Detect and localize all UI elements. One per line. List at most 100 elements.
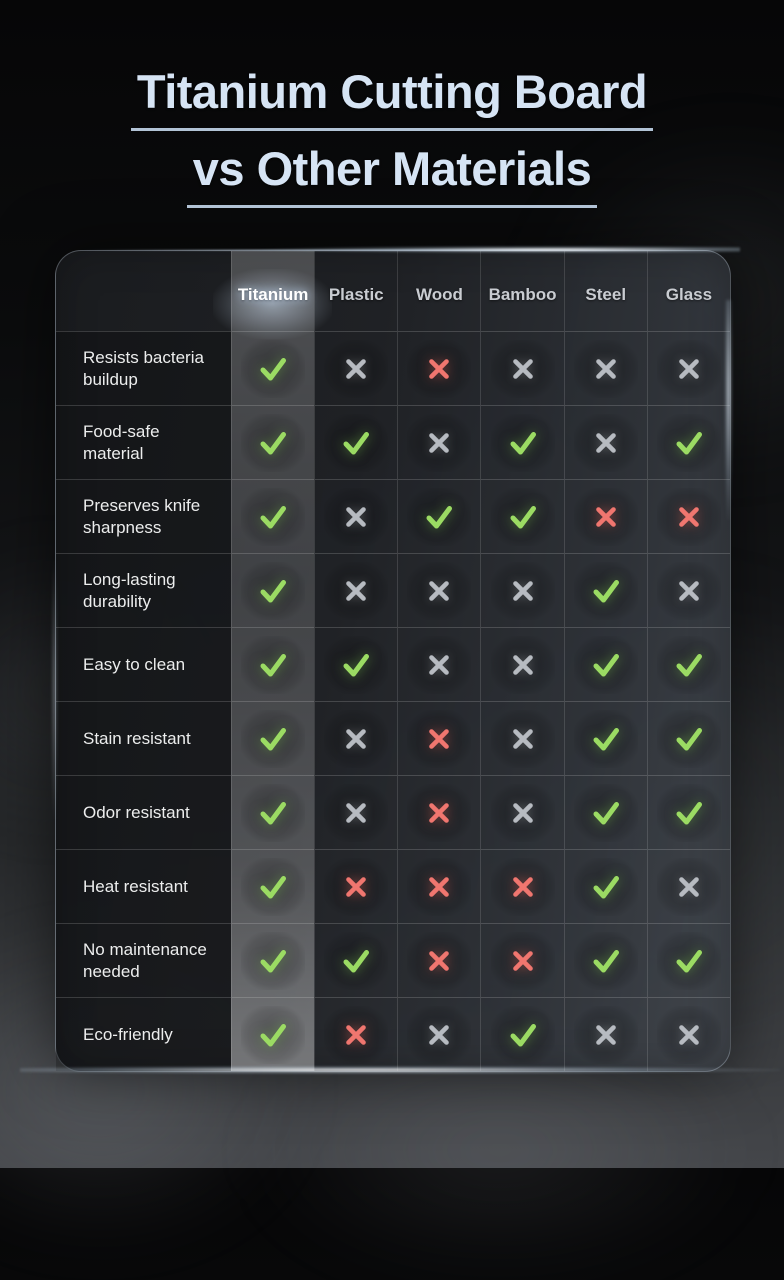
check-icon — [260, 949, 287, 972]
x-icon — [512, 654, 533, 675]
table-cell — [563, 331, 647, 405]
table-cell — [480, 627, 564, 701]
mark-tile — [241, 339, 306, 398]
comparison-table-card: Titanium Plastic Wood Bamboo Steel Glass Resis… — [55, 250, 731, 1072]
mark-tile — [324, 931, 389, 990]
mark-tile — [241, 561, 306, 620]
table-cell — [646, 923, 730, 997]
table-corner-cell — [56, 251, 231, 331]
row-label: Food-safe material — [56, 405, 231, 479]
mark-tile — [573, 635, 638, 694]
mark-tile — [573, 857, 638, 916]
column-header-wood: Wood — [397, 251, 480, 331]
table-cell — [314, 627, 398, 701]
mark-tile — [573, 487, 638, 546]
x-icon — [346, 802, 367, 823]
mark-tile — [490, 783, 555, 842]
mark-tile — [241, 783, 306, 842]
mark-tile — [656, 487, 721, 546]
title-text: Titanium Cutting Board — [130, 64, 654, 131]
table-cell — [231, 775, 315, 849]
table-cell — [563, 627, 647, 701]
x-icon — [679, 876, 699, 897]
table-cell — [314, 701, 398, 775]
table-cell — [480, 701, 564, 775]
mark-tile — [241, 857, 306, 916]
x-icon — [346, 358, 367, 379]
row-label: No maintenance needed — [56, 923, 231, 997]
x-icon — [595, 358, 616, 379]
table-cell — [646, 849, 730, 923]
table-cell — [480, 553, 564, 627]
mark-tile — [241, 931, 306, 990]
mark-tile — [241, 413, 306, 472]
check-icon — [260, 1023, 287, 1046]
row-label: Resists bacteria buildup — [56, 331, 231, 405]
mark-tile — [407, 857, 472, 916]
mark-tile — [573, 783, 638, 842]
mark-tile — [573, 1005, 638, 1064]
table-cell — [480, 923, 564, 997]
mark-tile — [490, 1005, 555, 1064]
table-cell — [646, 627, 730, 701]
x-icon — [512, 580, 533, 601]
check-icon — [260, 727, 287, 750]
x-icon — [512, 802, 533, 823]
x-icon — [512, 358, 533, 379]
check-icon — [260, 357, 287, 380]
mark-tile — [573, 709, 638, 768]
column-header-titanium: Titanium — [231, 251, 314, 331]
column-header-label: Wood — [415, 285, 463, 304]
page-title: Titanium Cutting Board vs Other Material… — [0, 64, 784, 218]
title-line-2: vs Other Materials — [0, 141, 784, 208]
table-cell — [231, 553, 315, 627]
row-label: Easy to clean — [56, 627, 231, 701]
check-icon — [426, 505, 453, 528]
check-icon — [510, 1023, 536, 1046]
table-cell — [646, 479, 730, 553]
mark-tile — [656, 709, 721, 768]
table-cell — [646, 775, 730, 849]
mark-tile — [656, 857, 721, 916]
column-header-plastic: Plastic — [314, 251, 397, 331]
mark-tile — [573, 561, 638, 620]
mark-tile — [324, 339, 389, 398]
table-cell — [646, 997, 730, 1071]
check-icon — [260, 505, 287, 528]
mark-tile — [490, 561, 555, 620]
column-header-label: Glass — [665, 285, 713, 304]
check-icon — [676, 653, 702, 676]
table-cell — [397, 479, 481, 553]
table-cell — [646, 701, 730, 775]
x-icon — [679, 580, 699, 601]
comparison-table: Titanium Plastic Wood Bamboo Steel Glass Resis… — [56, 251, 730, 1071]
check-icon — [593, 801, 619, 824]
mark-tile — [656, 561, 721, 620]
table-cell — [397, 923, 481, 997]
mark-tile — [490, 635, 555, 694]
check-icon — [510, 431, 536, 454]
title-text: vs Other Materials — [186, 141, 598, 208]
x-icon — [595, 1024, 616, 1045]
mark-tile — [407, 561, 472, 620]
check-icon — [343, 949, 370, 972]
mark-tile — [490, 931, 555, 990]
table-cell — [314, 997, 398, 1071]
x-icon — [346, 580, 367, 601]
table-cell — [397, 701, 481, 775]
table-cell — [231, 923, 315, 997]
x-icon — [429, 1024, 450, 1045]
table-cell — [397, 405, 481, 479]
mark-tile — [573, 339, 638, 398]
x-icon — [429, 802, 450, 823]
mark-tile — [407, 413, 472, 472]
table-cell — [646, 405, 730, 479]
table-cell — [563, 997, 647, 1071]
check-icon — [343, 653, 370, 676]
mark-tile — [656, 635, 721, 694]
column-header-glass: Glass — [646, 251, 730, 331]
table-cell — [397, 775, 481, 849]
mark-tile — [656, 931, 721, 990]
x-icon — [679, 506, 699, 527]
x-icon — [429, 580, 450, 601]
